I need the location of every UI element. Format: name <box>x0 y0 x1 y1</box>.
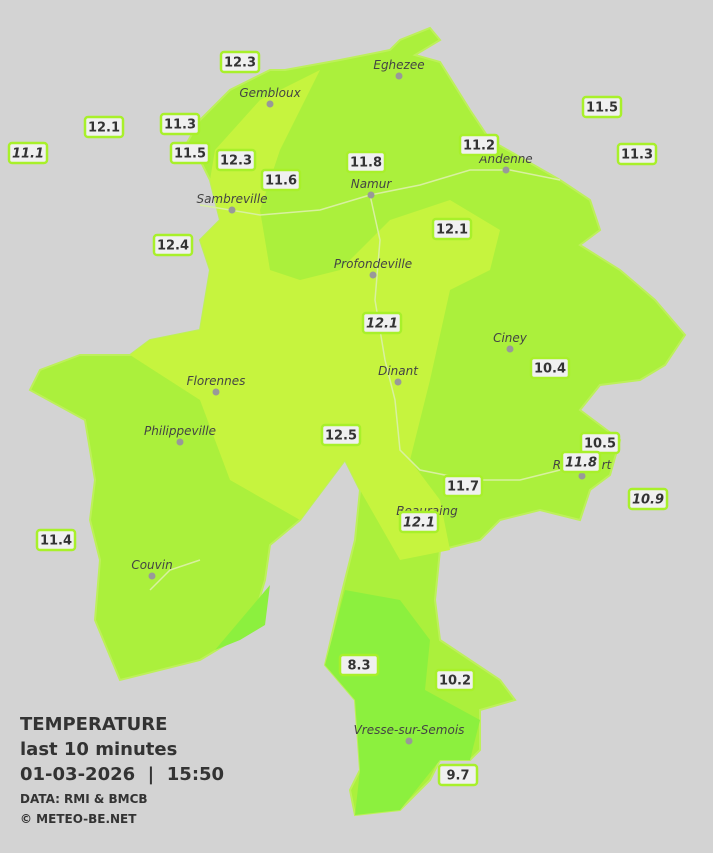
station-value: 11.5 <box>586 101 618 116</box>
copyright: © METEO-BE.NET <box>20 812 137 826</box>
subtitle: last 10 minutes <box>20 739 177 760</box>
city-dot <box>369 271 377 279</box>
station-value: 12.1 <box>403 516 435 531</box>
station-value: 11.2 <box>463 139 495 154</box>
station-box <box>581 95 623 119</box>
city-dot <box>395 72 403 80</box>
station-value: 9.7 <box>446 769 469 784</box>
station-value: 8.3 <box>347 659 370 674</box>
city-name: Dinant <box>378 364 419 378</box>
station-box <box>560 450 602 474</box>
station-box <box>83 115 125 139</box>
station-value: 12.3 <box>220 154 252 169</box>
station-box <box>159 112 201 136</box>
station-value: 10.4 <box>534 362 566 377</box>
station-value: 11.8 <box>350 156 382 171</box>
station-value: 10.5 <box>584 437 616 452</box>
station-box <box>437 763 479 787</box>
station-value: 12.1 <box>88 121 120 136</box>
city-name: Namur <box>351 177 393 191</box>
city-dot <box>212 388 220 396</box>
city-dot <box>266 100 274 108</box>
station-box <box>442 474 484 498</box>
station-box <box>529 356 571 380</box>
city-name: Gembloux <box>239 86 301 100</box>
city-name: Profondeville <box>334 257 412 271</box>
station-value: 10.9 <box>632 493 664 508</box>
station-value: 12.4 <box>157 239 189 254</box>
station-value: 12.3 <box>224 56 256 71</box>
station-box <box>338 653 380 677</box>
station-box <box>616 142 658 166</box>
station-box <box>345 150 387 174</box>
city-name: Vresse-sur-Semois <box>354 723 465 737</box>
station-box <box>152 233 194 257</box>
station-value: 11.4 <box>40 534 72 549</box>
station-value: 11.3 <box>164 118 196 133</box>
station-box <box>627 487 669 511</box>
station-value: 11.5 <box>174 147 206 162</box>
city-dot <box>367 191 375 199</box>
station-value: 12.5 <box>325 429 357 444</box>
city-name: Sambreville <box>196 192 267 206</box>
station-value: 12.1 <box>366 317 398 332</box>
city-dot <box>228 206 236 214</box>
station-box <box>7 141 49 165</box>
station-box <box>169 141 211 165</box>
city-name: Florennes <box>187 374 246 388</box>
city-dot <box>148 572 156 580</box>
station-box <box>260 168 302 192</box>
station-box <box>320 423 362 447</box>
station-value: 11.7 <box>447 480 479 495</box>
city-name: Ciney <box>493 331 528 345</box>
city-dot <box>506 345 514 353</box>
city-dot <box>405 737 413 745</box>
station-box <box>431 217 473 241</box>
source: DATA: RMI & BMCB <box>20 792 148 806</box>
station-box <box>219 50 261 74</box>
station-box <box>361 311 403 335</box>
station-value: 11.3 <box>621 148 653 163</box>
station-value: 11.6 <box>265 174 297 189</box>
cool-zone <box>215 585 270 650</box>
title: TEMPERATURE <box>20 714 167 735</box>
station-value: 10.2 <box>439 674 471 689</box>
city-name: Philippeville <box>144 424 216 438</box>
station-box <box>398 510 440 534</box>
cool-zone <box>325 590 480 815</box>
station-value: 11.1 <box>12 147 44 162</box>
station-box <box>458 133 500 157</box>
city-name: Couvin <box>131 558 172 572</box>
station-box <box>35 528 77 552</box>
city-dot <box>394 378 402 386</box>
city-name: Eghezee <box>373 58 424 72</box>
station-value: 12.1 <box>436 223 468 238</box>
station-box <box>215 148 257 172</box>
warm-zone <box>130 70 500 560</box>
station-box <box>434 668 476 692</box>
station-value: 11.8 <box>565 456 597 471</box>
city-dot <box>176 438 184 446</box>
timestamp: 01-03-2026 | 15:50 <box>20 764 224 785</box>
city-dot <box>578 472 586 480</box>
city-dot <box>502 166 510 174</box>
